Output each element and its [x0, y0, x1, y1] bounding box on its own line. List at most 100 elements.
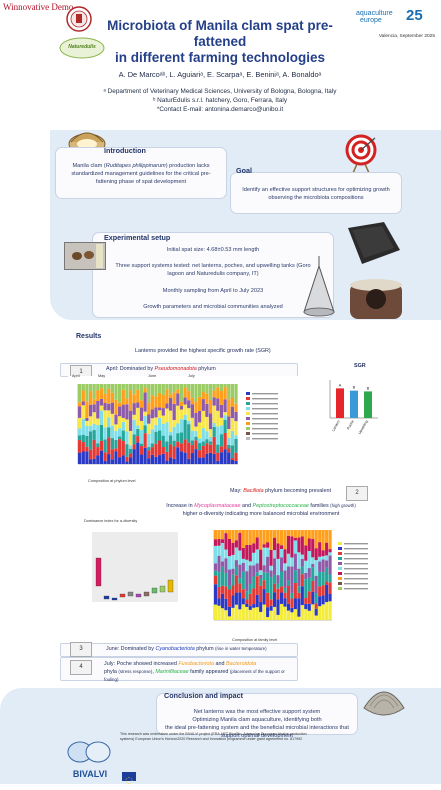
phylum-bar-segment: [121, 430, 125, 441]
phylum-bar-segment: [78, 417, 82, 429]
phylum-bar-segment: [92, 423, 96, 431]
phylum-bar-segment: [179, 409, 184, 420]
diversity-box: [119, 593, 126, 598]
family-bar-segment: [259, 530, 263, 550]
family-bar-segment: [234, 592, 238, 605]
diversity-box: [135, 593, 142, 598]
family-bar-segment: [252, 576, 256, 589]
phylum-bar-segment: [168, 397, 173, 411]
family-bar-segment: [241, 604, 245, 620]
phylum-bar-segment: [136, 436, 140, 443]
phylum-bar-segment: [223, 399, 227, 413]
phylum-bar-segment: [227, 399, 231, 417]
family-bar-segment: [214, 539, 218, 546]
phylum-bar-segment: [219, 384, 224, 392]
phylum-bar-segment: [107, 410, 111, 418]
phylum-bar-segment: [179, 406, 184, 410]
family-bar-segment: [214, 604, 218, 620]
phylum-bar-segment: [88, 416, 93, 426]
phylum-bar-segment: [227, 444, 231, 449]
family-bar-segment: [217, 586, 221, 599]
family-bar-segment: [214, 570, 218, 576]
family-bar-segment: [220, 566, 225, 586]
family-bar-segment: [328, 594, 332, 602]
phylum-bar-segment: [219, 417, 224, 426]
phylum-bar-segment: [81, 390, 85, 402]
phylum-bar-segment: [147, 402, 151, 415]
family-bar-segment: [259, 549, 263, 571]
family-bar-segment: [273, 530, 277, 538]
f4-taxon-2: Bacteroidota: [226, 661, 257, 667]
family-bar-segment: [290, 566, 294, 593]
target-icon: [343, 132, 379, 174]
conference-place-date: Valencia, September 2025: [378, 34, 435, 39]
family-bar-segment: [241, 558, 245, 563]
phylum-bar-segment: [96, 418, 100, 426]
family-bar-segment: [248, 544, 252, 562]
phylum-bar-segment: [165, 403, 169, 409]
family-bar-segment: [307, 538, 311, 552]
family-bar-segment: [269, 565, 273, 571]
conference-name-line2: europe: [360, 17, 382, 24]
family-bar-segment: [307, 551, 311, 569]
f2-taxon: Bacillota: [243, 488, 264, 494]
family-bar-segment: [293, 582, 297, 599]
phylum-legend-text-line: [252, 413, 278, 415]
phylum-bar-segment: [78, 435, 82, 441]
phylum-bar-segment: [139, 384, 144, 401]
phylum-bar-segment: [118, 416, 122, 429]
phylum-bar-segment: [107, 454, 111, 464]
f3-taxon: Cyanobacteriota: [155, 646, 195, 652]
family-bar-segment: [245, 606, 249, 620]
results-heading: Results: [76, 333, 102, 340]
phylum-bar-segment: [103, 460, 107, 464]
phylum-bar-segment: [125, 444, 129, 457]
phylum-bar-segment: [121, 421, 125, 431]
phylum-bar-segment: [234, 460, 238, 464]
phylum-bar-segment: [234, 384, 238, 404]
phylum-bar-segment: [147, 423, 151, 434]
phylum-bar-segment: [78, 384, 82, 403]
family-bar-segment: [241, 589, 245, 599]
family-bar-segment: [217, 555, 221, 573]
phylum-bar-segment: [165, 451, 169, 461]
phylum-bar-segment: [92, 439, 96, 459]
phylum-bar-segment: [161, 415, 165, 424]
phylum-bar-segment: [208, 399, 213, 414]
phylum-bar-segment: [92, 430, 96, 440]
family-bar-segment: [234, 604, 238, 620]
phylum-bar-segment: [172, 420, 176, 428]
phylum-bar-segment: [208, 437, 213, 442]
conclusion-text: Net lanterns was the most effective supp…: [150, 708, 364, 740]
family-bar-segment: [231, 554, 235, 569]
family-bar-segment: [311, 604, 315, 620]
naturedulis-logo: Naturedulis: [58, 36, 106, 60]
sgr-letter-label: B: [367, 385, 370, 390]
family-bar-segment: [283, 530, 287, 550]
phylum-bar-segment: [201, 445, 205, 458]
phylum-bar-segment: [139, 430, 144, 444]
phylum-bar-segment: [114, 448, 118, 452]
phylum-bar-segment: [118, 436, 122, 440]
phylum-bar-segment: [161, 453, 165, 464]
phylum-bar-segment: [125, 384, 129, 399]
family-caption: Composition at family level: [232, 638, 278, 642]
phylum-bar-segment: [176, 384, 180, 390]
family-bar-segment: [234, 530, 238, 541]
family-bar-segment: [217, 598, 221, 606]
diversity-box: [151, 587, 158, 594]
phylum-bar-segment: [223, 387, 227, 400]
support-net-photo: [344, 220, 402, 266]
phylum-bar-segment: [183, 439, 187, 453]
phylum-bar-segment: [125, 404, 129, 420]
phylum-bar-segment: [107, 388, 111, 404]
sgr-letter-label: A: [339, 382, 342, 387]
month-july: July: [188, 374, 195, 378]
diversity-chart-svg: [92, 532, 178, 602]
phylum-bar-segment: [99, 405, 104, 411]
bivalvi-logo: BIVALVI: [62, 738, 118, 779]
phylum-bar-segment: [234, 403, 238, 412]
phylum-bar-segment: [85, 401, 89, 418]
family-bar-segment: [227, 585, 232, 590]
phylum-bar-segment: [161, 435, 165, 448]
